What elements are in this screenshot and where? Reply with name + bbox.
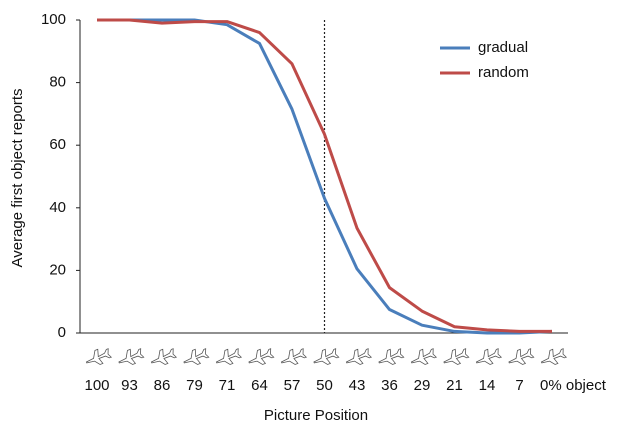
x-tick-label: 79	[186, 377, 203, 394]
legend-label: random	[478, 64, 529, 81]
picture-icon	[475, 348, 503, 365]
x-tick-label: 100	[84, 377, 109, 394]
picture-icon	[410, 348, 438, 365]
y-tick-label: 60	[49, 136, 66, 153]
picture-icon	[378, 348, 405, 365]
legend-label: gradual	[478, 39, 528, 56]
picture-icon	[118, 348, 145, 365]
y-tick-label: 40	[49, 199, 66, 216]
x-tick-label: 14	[479, 377, 496, 394]
y-tick-label: 100	[41, 11, 66, 28]
picture-icon	[443, 348, 470, 365]
x-tick-label: 86	[154, 377, 171, 394]
x-axis-label: Picture Position	[264, 407, 368, 424]
series-line	[97, 18, 552, 333]
picture-icon	[345, 348, 373, 365]
y-axis-label: Average first object reports	[9, 89, 26, 268]
series-line	[97, 18, 553, 335]
x-tick-label: 7	[515, 377, 523, 394]
x-tick-label: 43	[349, 377, 366, 394]
x-tick-label: 57	[284, 377, 301, 394]
x-tick-label: 21	[446, 377, 463, 394]
picture-icon	[248, 348, 275, 365]
x-tick-label: 0% object	[540, 377, 607, 394]
y-tick-label: 80	[49, 74, 66, 91]
x-tick-label: 36	[381, 377, 398, 394]
picture-icon	[313, 348, 340, 365]
y-tick-label: 20	[49, 261, 66, 278]
picture-icon	[150, 348, 178, 365]
picture-icon	[85, 348, 113, 365]
x-tick-label: 71	[219, 377, 236, 394]
x-tick-label: 93	[121, 377, 138, 394]
picture-icon	[280, 348, 308, 365]
x-tick-label: 64	[251, 377, 268, 394]
x-tick-label: 50	[316, 377, 333, 394]
picture-icon	[540, 348, 568, 365]
picture-icon	[215, 348, 243, 365]
y-tick-label: 0	[58, 324, 66, 341]
picture-icon	[183, 348, 210, 365]
x-tick-label: 29	[414, 377, 431, 394]
picture-icon	[508, 348, 535, 365]
